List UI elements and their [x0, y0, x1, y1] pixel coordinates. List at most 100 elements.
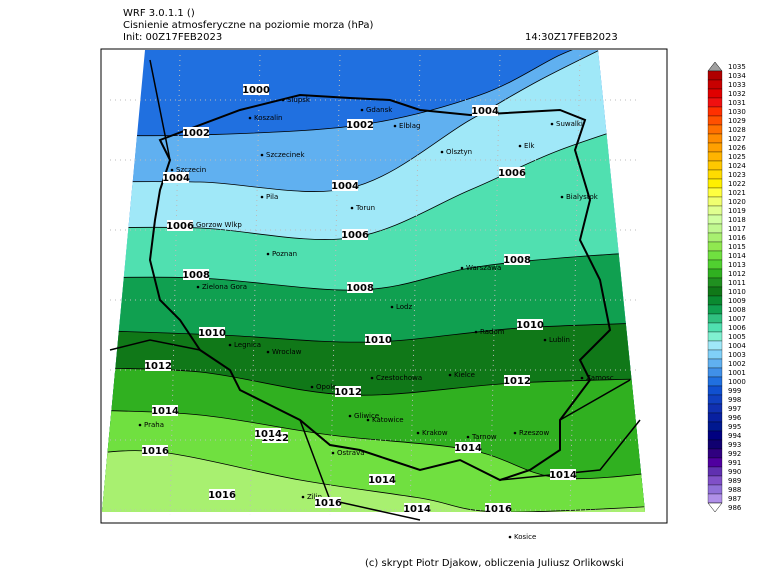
- city-label: Pila: [266, 193, 278, 201]
- city-marker: [390, 305, 394, 309]
- city-marker: [550, 122, 554, 126]
- city-label: Bialystok: [566, 193, 599, 201]
- city-label: Olsztyn: [446, 148, 472, 156]
- isobar-label-bg: [145, 360, 171, 371]
- isobar-label: 1008: [182, 270, 210, 281]
- city-marker: [440, 150, 444, 154]
- city-marker: [170, 168, 174, 172]
- city-marker: [474, 330, 478, 334]
- colorbar-label: 1001: [728, 369, 746, 377]
- colorbar-swatch: [707, 421, 723, 432]
- colorbar-swatch: [707, 79, 723, 90]
- map-title: Cisnienie atmosferyczne na poziomie morz…: [123, 20, 374, 31]
- isobar-label: 1016: [314, 498, 342, 509]
- colorbar-label: 990: [728, 468, 741, 476]
- labels: Slupsk Koszalin Gdansk Elblag Suwalki Szczeci…: [138, 84, 614, 541]
- isobar-label-bg: [347, 282, 373, 293]
- city-marker: [260, 153, 264, 157]
- map-frame: [100, 48, 668, 524]
- colorbar-swatch: [707, 295, 723, 306]
- city-marker: [543, 338, 547, 342]
- isobar-label: 1012: [334, 387, 362, 398]
- colorbar-swatch: [707, 124, 723, 135]
- isobar-label-bg: [183, 269, 209, 280]
- city-marker: [260, 195, 264, 199]
- isobar-label: 1004: [471, 106, 499, 117]
- colorbar-label: 1027: [728, 135, 746, 143]
- isobar: [102, 50, 601, 137]
- city-label: Slupsk: [287, 96, 311, 104]
- city-label: Warszawa: [466, 264, 501, 272]
- city-label: Wroclaw: [272, 348, 302, 356]
- isobar-label: 1004: [162, 173, 190, 184]
- isobar-label: 1016: [208, 490, 236, 501]
- isobar-label: 1002: [346, 120, 374, 131]
- city-marker: [348, 414, 352, 418]
- colorbar-swatch: [707, 367, 723, 378]
- colorbar-swatch: [707, 133, 723, 144]
- colorbar-swatch: [707, 457, 723, 468]
- isobar-label-bg: [142, 445, 168, 456]
- colorbar-label: 1024: [728, 162, 746, 170]
- colorbar-label: 1032: [728, 90, 746, 98]
- colorbar-swatch: [707, 448, 723, 459]
- model-label: WRF 3.0.1.1 (): [123, 8, 195, 19]
- colorbar-label: 997: [728, 405, 741, 413]
- colorbar-label: 1005: [728, 333, 746, 341]
- colorbar-label: 1009: [728, 297, 746, 305]
- colorbar-label: 1018: [728, 216, 746, 224]
- meridian: [569, 54, 581, 516]
- isobar-label-bg: [183, 127, 209, 138]
- isobar-label: 1004: [331, 181, 359, 192]
- colorbar-label: 1021: [728, 189, 746, 197]
- colorbar-label: 1026: [728, 144, 746, 152]
- isobar-label-bg: [342, 229, 368, 240]
- city-label: Czestochowa: [376, 374, 422, 382]
- isobar-label-bg: [550, 469, 576, 480]
- colorbar-label: 1003: [728, 351, 746, 359]
- city-marker: [513, 431, 517, 435]
- isobar-label-bg: [517, 319, 543, 330]
- colorbar-swatch: [707, 115, 723, 126]
- city-marker: [580, 376, 584, 380]
- colorbar-swatch: [707, 412, 723, 423]
- isobar-label: 1012: [144, 361, 172, 372]
- colorbar-label: 989: [728, 477, 741, 485]
- isobar-label: 1016: [141, 446, 169, 457]
- colorbar-label: 1013: [728, 261, 746, 269]
- colorbar-swatch: [707, 475, 723, 486]
- colorbar-swatch: [707, 394, 723, 405]
- city-label: Rzeszow: [519, 429, 549, 437]
- city-marker: [370, 376, 374, 380]
- colorbar-swatch: [707, 196, 723, 207]
- colorbar-cap: [707, 502, 723, 513]
- meridian: [489, 54, 501, 516]
- city-marker: [466, 435, 470, 439]
- colorbar-label: 1012: [728, 270, 746, 278]
- colorbar-swatch: [707, 106, 723, 117]
- colorbar-swatch: [707, 259, 723, 270]
- isobar-label-bg: [455, 442, 481, 453]
- colorbar-swatch: [707, 178, 723, 189]
- colorbar-label: 1020: [728, 198, 746, 206]
- colorbar-label: 1022: [728, 180, 746, 188]
- city-label: Kosice: [514, 533, 536, 541]
- city-marker: [301, 495, 305, 499]
- colorbar-swatch: [707, 205, 723, 216]
- colorbar-swatch: [707, 358, 723, 369]
- colorbar-swatch: [707, 322, 723, 333]
- isobar-label: 1002: [182, 128, 210, 139]
- colorbar-label: 1029: [728, 117, 746, 125]
- isobar-label-bg: [335, 386, 361, 397]
- colorbar-label: 1011: [728, 279, 746, 287]
- colorbar-label: 1017: [728, 225, 746, 233]
- city-label: Gliwice: [354, 412, 379, 420]
- city-marker: [138, 423, 142, 427]
- colorbar-label: 1006: [728, 324, 746, 332]
- colorbar-swatch: [707, 439, 723, 450]
- city-marker: [360, 108, 364, 112]
- pressure-band: [102, 450, 645, 512]
- isobar-label-bg: [504, 375, 530, 386]
- isobar-label-bg: [332, 180, 358, 191]
